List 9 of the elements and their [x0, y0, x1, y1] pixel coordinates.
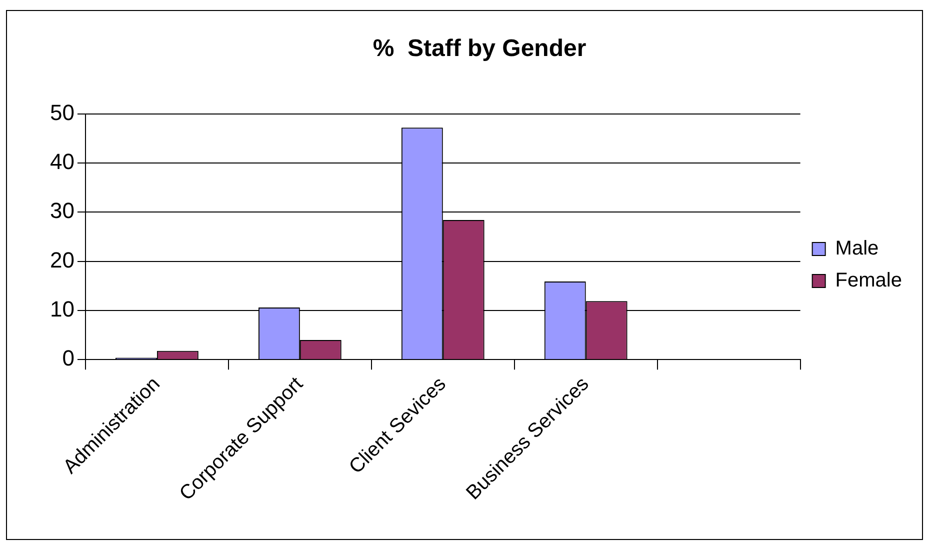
legend-label: Female [835, 270, 902, 292]
y-tick-label: 40 [50, 149, 74, 174]
chart-title: % Staff by Gender [372, 35, 586, 62]
y-tick-label: 30 [50, 198, 74, 224]
legend-label: Male [835, 238, 879, 260]
y-tick-label: 10 [50, 296, 74, 322]
y-tick-label: 0 [62, 346, 74, 371]
y-tick-label: 50 [50, 100, 74, 125]
y-tick-label: 20 [50, 247, 74, 272]
